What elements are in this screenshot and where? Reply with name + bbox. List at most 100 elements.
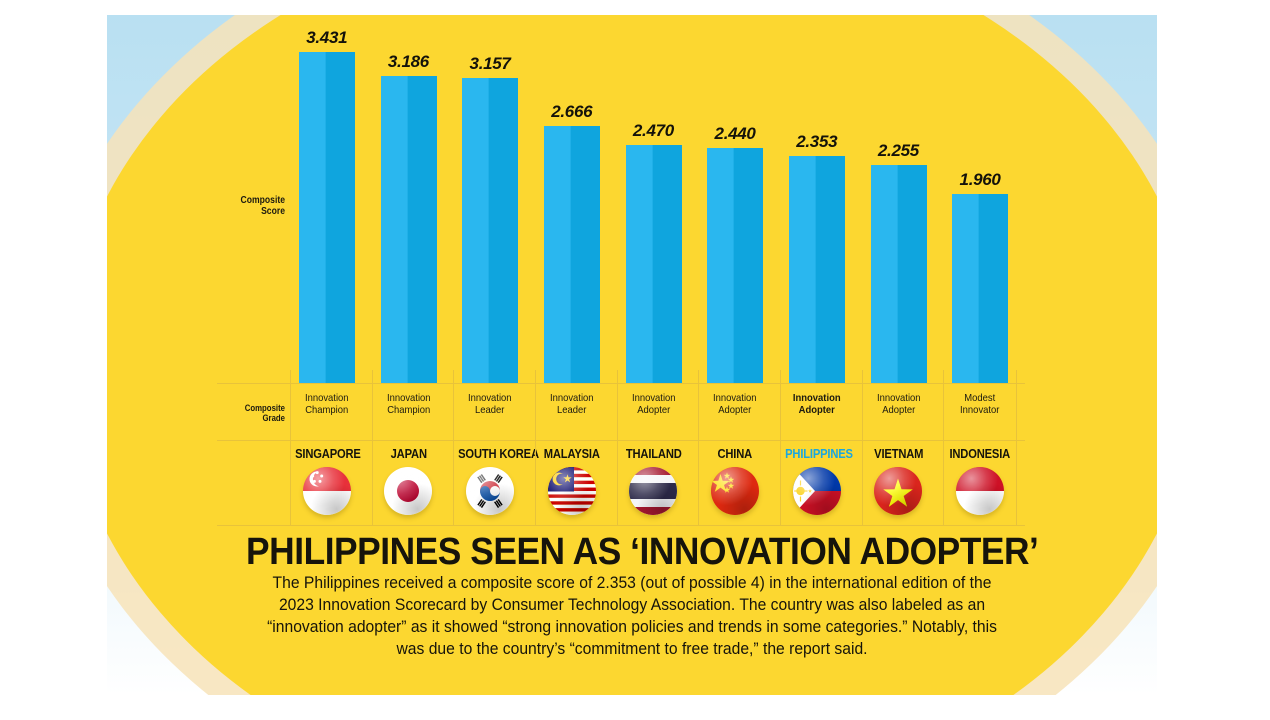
singapore-flag	[302, 467, 351, 515]
grade-line-2: Leader	[475, 403, 505, 416]
composite-score-axis-label: Composite Score	[236, 194, 285, 218]
grade-line-1: Innovation	[713, 392, 757, 404]
body-paragraph: The Philippines received a composite sco…	[267, 574, 997, 658]
chart-columns: 3.431 Innovation Champion SINGAPORE 3.18…	[290, 15, 1025, 695]
grade-line-2: Leader	[557, 403, 587, 416]
bar	[952, 193, 1009, 383]
bar-value-label: 2.666	[551, 101, 593, 121]
page-title: PHILIPPINES SEEN AS ‘INNOVATION ADOPTER’	[246, 531, 1039, 573]
grade-line-1: Innovation	[386, 392, 431, 404]
country-flag	[874, 467, 923, 515]
column-divider-right	[1015, 370, 1017, 525]
column-divider-left	[943, 370, 945, 525]
bar	[707, 147, 764, 383]
south-korea-flag	[466, 467, 515, 515]
country-name: THAILAND	[625, 446, 682, 461]
country-name: INDONESIA	[949, 446, 1011, 461]
grade-line-1: Innovation	[876, 392, 921, 404]
grade-axis-label-line-2: Grade	[262, 412, 285, 424]
indonesia-flag	[956, 467, 1005, 515]
country-name: VIETNAM	[873, 446, 923, 461]
composite-grade-cell: Innovation Leader	[539, 392, 605, 417]
column-divider-left	[780, 370, 781, 525]
country-flag	[792, 467, 841, 515]
bar-value-label: 2.353	[796, 131, 838, 151]
vietnam-flag	[874, 467, 923, 515]
column-divider-left	[861, 370, 863, 525]
infographic-panel: Composite Score Composite Grade 3.431 In…	[107, 15, 1157, 695]
axis-label-line-2: Score	[261, 205, 285, 218]
bar-chart: Composite Score Composite Grade 3.431 In…	[107, 15, 1157, 695]
grade-line-1: Innovation	[549, 392, 594, 404]
composite-grade-cell: Innovation Adopter	[702, 392, 768, 417]
grid-line-middle	[217, 440, 1025, 441]
grade-line-2: Innovator	[960, 403, 1000, 416]
country-flag	[384, 467, 433, 515]
country-flag	[302, 467, 351, 515]
bar-value-label: 3.157	[469, 54, 511, 74]
grid-line-bottom	[217, 525, 1025, 526]
bar	[625, 144, 682, 383]
country-name: MALAYSIA	[543, 446, 600, 461]
composite-grade-cell: Innovation Adopter	[784, 392, 850, 417]
chart-column: 2.470 Innovation Adopter THAILAND	[616, 15, 691, 695]
grade-line-2: Adopter	[881, 403, 915, 416]
bar-value-label: 3.431	[306, 27, 348, 47]
grade-line-1: Innovation	[792, 392, 841, 404]
country-name: SINGAPORE	[295, 446, 361, 461]
grade-line-1: Innovation	[468, 392, 512, 404]
grade-line-1: Modest	[964, 392, 996, 404]
country-flag	[711, 467, 760, 515]
composite-grade-cell: Innovation Champion	[294, 392, 360, 417]
country-flag	[956, 467, 1005, 515]
country-name: SOUTH KOREA	[458, 446, 540, 461]
china-flag	[711, 467, 760, 515]
bar	[380, 75, 437, 383]
composite-grade-cell: Innovation Adopter	[620, 392, 686, 417]
composite-grade-cell: Innovation Leader	[457, 392, 523, 417]
axis-label-line-1: Composite	[240, 194, 285, 206]
grade-line-2: Adopter	[718, 403, 752, 416]
country-name: JAPAN	[390, 446, 427, 461]
grade-line-2: Adopter	[798, 403, 835, 416]
philippines-flag	[792, 467, 841, 515]
column-divider-left	[371, 370, 373, 525]
column-divider-left	[290, 370, 291, 525]
column-divider-left	[698, 370, 700, 525]
bar-value-label: 2.440	[714, 123, 756, 143]
composite-grade-cell: Modest Innovator	[947, 392, 1013, 417]
chart-column: 2.666 Innovation Leader MALAYSIA	[535, 15, 609, 695]
japan-flag	[384, 467, 433, 515]
grade-line-1: Innovation	[631, 392, 676, 404]
country-name: PHILIPPINES	[785, 446, 853, 461]
column-divider-left	[453, 370, 455, 525]
country-flag	[466, 467, 515, 515]
grid-line-top	[217, 383, 1025, 384]
column-divider-left	[535, 370, 536, 525]
composite-grade-cell: Innovation Champion	[375, 392, 441, 417]
grade-line-1: Innovation	[304, 392, 349, 404]
bar	[462, 78, 519, 383]
bar-value-label: 2.470	[632, 120, 674, 140]
bar-value-label: 3.186	[387, 51, 429, 71]
composite-grade-cell: Innovation Adopter	[865, 392, 931, 417]
column-divider-left	[616, 370, 618, 525]
grade-line-2: Adopter	[636, 403, 670, 416]
composite-grade-axis-label: Composite Grade	[236, 404, 285, 424]
bar	[870, 165, 927, 383]
bar	[789, 155, 845, 383]
grade-line-2: Champion	[386, 403, 430, 416]
grade-line-2: Champion	[305, 403, 349, 416]
thailand-flag	[629, 467, 678, 515]
chart-column: 3.431 Innovation Champion SINGAPORE	[290, 15, 364, 695]
bar	[299, 51, 355, 383]
grade-axis-label-line-1: Composite	[244, 403, 285, 414]
country-flag	[629, 467, 678, 515]
country-name: CHINA	[717, 446, 753, 461]
bar-value-label: 1.960	[959, 169, 1001, 189]
malaysia-flag	[547, 467, 596, 515]
bar-value-label: 2.255	[877, 141, 919, 161]
country-flag	[547, 467, 596, 515]
chart-column: 2.353 Innovation Adopter PHILIPPINES	[780, 15, 854, 695]
